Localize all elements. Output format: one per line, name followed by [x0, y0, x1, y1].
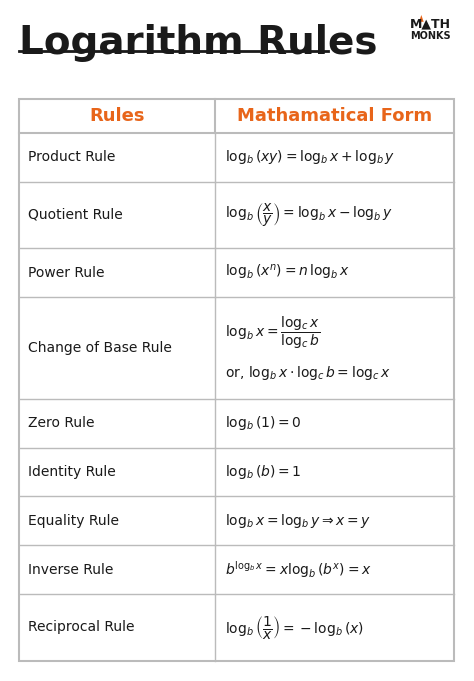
- Text: $\log_{b}\left(\dfrac{x}{y}\right) = \log_{b}x - \log_{b}y$: $\log_{b}\left(\dfrac{x}{y}\right) = \lo…: [225, 201, 392, 229]
- Text: Reciprocal Rule: Reciprocal Rule: [28, 620, 135, 634]
- Text: Identity Rule: Identity Rule: [28, 465, 116, 479]
- FancyBboxPatch shape: [19, 99, 454, 661]
- Text: $\log_{b}(x^{n}) = n\,\log_{b}x$: $\log_{b}(x^{n}) = n\,\log_{b}x$: [225, 263, 350, 282]
- Text: Product Rule: Product Rule: [28, 151, 116, 164]
- Text: Inverse Rule: Inverse Rule: [28, 563, 113, 577]
- Text: $\log_{b}(1) = 0$: $\log_{b}(1) = 0$: [225, 414, 301, 432]
- Text: Logarithm Rules: Logarithm Rules: [19, 24, 377, 62]
- Text: Rules: Rules: [89, 107, 145, 125]
- Text: Quotient Rule: Quotient Rule: [28, 208, 123, 222]
- Text: $\log_{b}\left(\dfrac{1}{x}\right) = -\log_{b}(x)$: $\log_{b}\left(\dfrac{1}{x}\right) = -\l…: [225, 614, 364, 641]
- Text: Power Rule: Power Rule: [28, 266, 105, 279]
- Text: $\log_{b}x = \log_{b}y \Rightarrow x = y$: $\log_{b}x = \log_{b}y \Rightarrow x = y…: [225, 512, 371, 530]
- Text: Equality Rule: Equality Rule: [28, 514, 119, 528]
- Text: $\log_{b}(b) = 1$: $\log_{b}(b) = 1$: [225, 463, 301, 481]
- Text: MONKS: MONKS: [410, 31, 451, 41]
- Text: or, $\log_{b}x \cdot \log_{c}b = \log_{c}x$: or, $\log_{b}x \cdot \log_{c}b = \log_{c…: [225, 364, 391, 383]
- Text: Change of Base Rule: Change of Base Rule: [28, 341, 172, 355]
- Text: $\log_{b}(xy) = \log_{b}x + \log_{b}y$: $\log_{b}(xy) = \log_{b}x + \log_{b}y$: [225, 148, 395, 166]
- Polygon shape: [419, 15, 424, 22]
- Text: M▲TH: M▲TH: [410, 17, 451, 30]
- Text: $b^{\log_{b}x} = x\log_{b}(b^{x}) = x$: $b^{\log_{b}x} = x\log_{b}(b^{x}) = x$: [225, 559, 372, 580]
- Text: Zero Rule: Zero Rule: [28, 416, 95, 430]
- Text: Mathamatical Form: Mathamatical Form: [237, 107, 432, 125]
- Text: $\log_{b}x = \dfrac{\log_{c}x}{\log_{c}b}$: $\log_{b}x = \dfrac{\log_{c}x}{\log_{c}b…: [225, 315, 320, 351]
